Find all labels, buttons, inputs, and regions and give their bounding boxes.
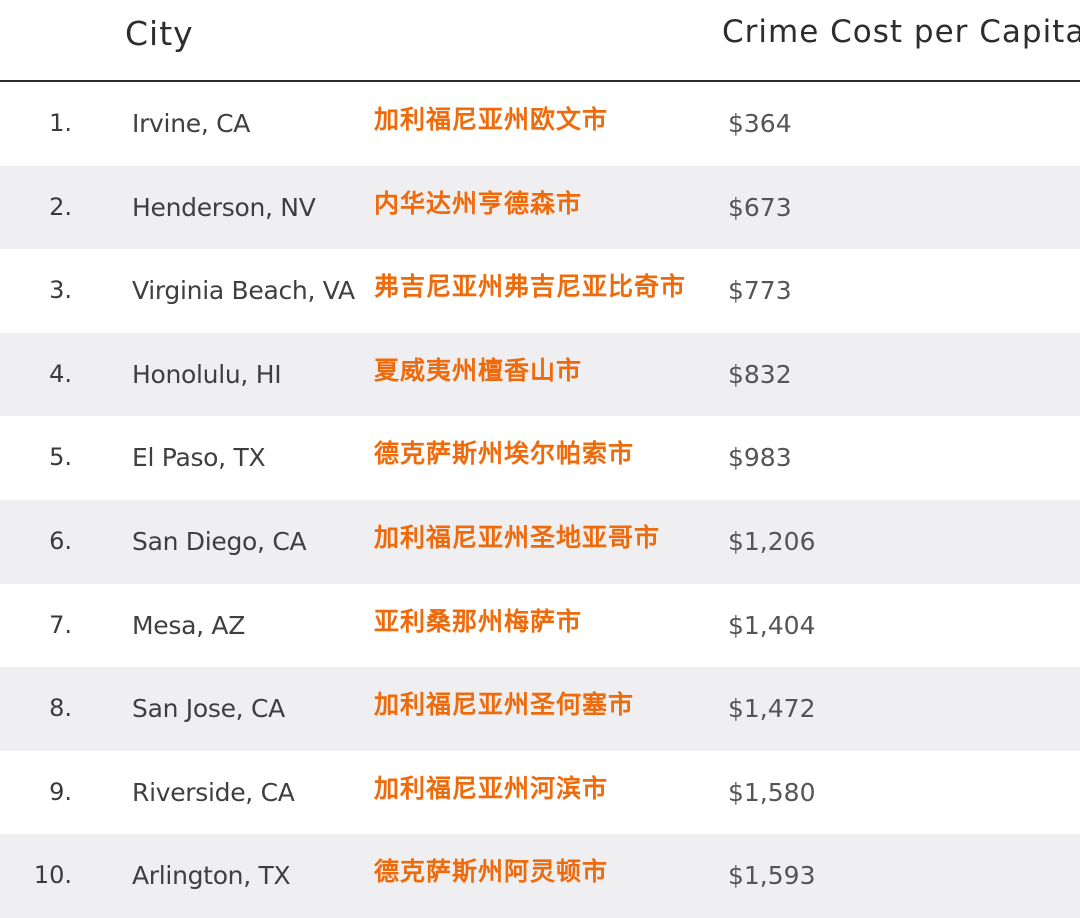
- rank-cell: 3.: [49, 276, 72, 305]
- city-cell: San Diego, CA: [132, 526, 307, 556]
- chinese-city-name-cell: 弗吉尼亚州弗吉尼亚比奇市: [374, 272, 687, 302]
- table-row: 1. Irvine, CA 加利福尼亚州欧文市 $364: [0, 82, 1080, 166]
- table-row: 7. Mesa, AZ 亚利桑那州梅萨市 $1,404: [0, 583, 1080, 668]
- rank-cell: 4.: [49, 359, 72, 388]
- crime-cost-cell: $832: [728, 359, 792, 389]
- crime-cost-cell: $773: [728, 276, 792, 306]
- crime-cost-cell: $1,404: [728, 610, 816, 640]
- chinese-city-name-cell: 加利福尼亚州河滨市: [374, 773, 609, 803]
- rank-cell: 1.: [49, 109, 72, 137]
- city-cell: San Jose, CA: [132, 694, 285, 724]
- chinese-city-name-cell: 加利福尼亚州欧文市: [374, 105, 609, 134]
- crime-cost-cell: $1,472: [728, 694, 816, 724]
- city-cell: Virginia Beach, VA: [132, 276, 355, 306]
- table-row: 10. Arlington, TX 德克萨斯州阿灵顿市 $1,593: [0, 834, 1080, 918]
- city-column-header: City: [125, 14, 194, 53]
- city-cell: Irvine, CA: [132, 109, 251, 138]
- crime-cost-column-header: Crime Cost per Capita: [722, 14, 1080, 50]
- chinese-city-name-cell: 加利福尼亚州圣地亚哥市: [374, 522, 661, 552]
- city-cell: Arlington, TX: [132, 861, 291, 891]
- rank-cell: 9.: [49, 777, 72, 806]
- city-cell: Mesa, AZ: [132, 610, 246, 640]
- crime-cost-cell: $1,206: [728, 526, 816, 556]
- rank-cell: 7.: [49, 610, 72, 639]
- table-header: City Crime Cost per Capita: [0, 0, 1080, 82]
- rank-cell: 5.: [49, 443, 72, 472]
- rank-cell: 10.: [33, 861, 72, 890]
- chinese-city-name-cell: 亚利桑那州梅萨市: [374, 606, 583, 636]
- crime-cost-cell: $673: [728, 192, 792, 222]
- crime-cost-cell: $1,593: [728, 861, 816, 891]
- table-body: 1. Irvine, CA 加利福尼亚州欧文市 $364 2. Henderso…: [0, 82, 1080, 918]
- rank-cell: 8.: [49, 694, 72, 723]
- crime-cost-cell: $1,580: [728, 777, 816, 807]
- table-row: 3. Virginia Beach, VA 弗吉尼亚州弗吉尼亚比奇市 $773: [0, 249, 1080, 333]
- table-row: 5. El Paso, TX 德克萨斯州埃尔帕索市 $983: [0, 416, 1080, 500]
- chinese-city-name-cell: 夏威夷州檀香山市: [374, 355, 583, 385]
- rank-cell: 6.: [49, 526, 72, 555]
- table-row: 8. San Jose, CA 加利福尼亚州圣何塞市 $1,472: [0, 667, 1080, 751]
- table-row: 6. San Diego, CA 加利福尼亚州圣地亚哥市 $1,206: [0, 499, 1080, 584]
- chinese-city-name-cell: 加利福尼亚州圣何塞市: [374, 690, 635, 720]
- table-row: 9. Riverside, CA 加利福尼亚州河滨市 $1,580: [0, 750, 1080, 835]
- rank-cell: 2.: [49, 192, 72, 221]
- chinese-city-name-cell: 内华达州亨德森市: [374, 188, 583, 218]
- crime-cost-cell: $364: [728, 109, 792, 138]
- city-cell: Henderson, NV: [132, 192, 316, 222]
- table-row: 2. Henderson, NV 内华达州亨德森市 $673: [0, 165, 1080, 250]
- table-row: 4. Honolulu, HI 夏威夷州檀香山市 $832: [0, 332, 1080, 417]
- city-cell: Riverside, CA: [132, 777, 295, 807]
- crime-cost-cell: $983: [728, 443, 792, 473]
- chinese-city-name-cell: 德克萨斯州埃尔帕索市: [374, 439, 635, 469]
- city-cell: Honolulu, HI: [132, 359, 282, 389]
- chinese-city-name-cell: 德克萨斯州阿灵顿市: [374, 857, 609, 887]
- city-cell: El Paso, TX: [132, 443, 266, 473]
